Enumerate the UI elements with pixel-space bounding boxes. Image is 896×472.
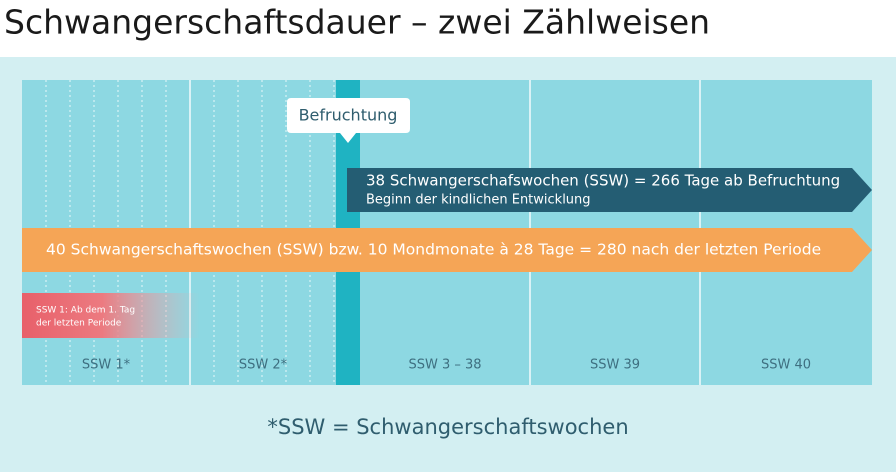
- callout: [287, 98, 410, 143]
- column-label: SSW 40: [761, 358, 811, 373]
- footnote: *SSW = Schwangerschaftswochen: [267, 415, 628, 439]
- red-box-line: SSW 1: Ab dem 1. Tag: [36, 306, 135, 316]
- column-label: SSW 2*: [239, 358, 288, 373]
- column-label: SSW 1*: [82, 358, 131, 373]
- dark-arrow: [347, 168, 872, 212]
- title: Schwangerschaftsdauer – zwei Zählweisen: [4, 3, 710, 42]
- dark-arrow-line: Beginn der kindlichen Entwicklung: [366, 193, 591, 208]
- dark-arrow-line: 38 Schwangerschafswochen (SSW) = 266 Tag…: [366, 172, 840, 190]
- column-label: SSW 3 – 38: [408, 358, 481, 373]
- red-box-line: der letzten Periode: [36, 319, 122, 329]
- orange-arrow-text: 40 Schwangerschaftswochen (SSW) bzw. 10 …: [46, 241, 821, 259]
- column-label: SSW 39: [590, 358, 640, 373]
- red-box: [22, 293, 200, 338]
- callout-text: Befruchtung: [299, 106, 398, 125]
- orange-arrow: [22, 228, 872, 272]
- column-labels: SSW 1* SSW 2* SSW 3 – 38 SSW 39 SSW 40: [82, 358, 811, 373]
